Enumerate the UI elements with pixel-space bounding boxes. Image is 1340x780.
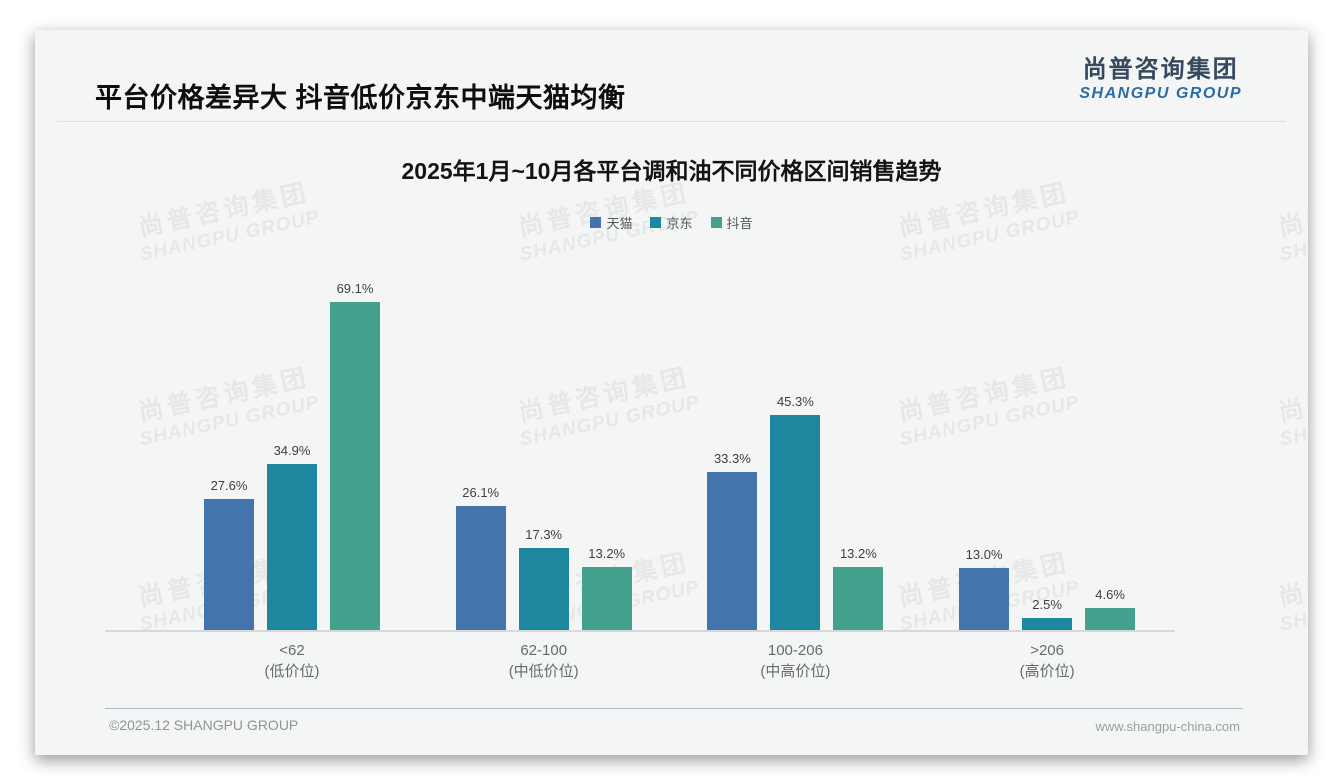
category-range: 62-100 bbox=[520, 642, 568, 659]
watermark-line1: 尚普咨询集团 bbox=[896, 178, 1073, 243]
bar-抖音-100-206: 13.2% bbox=[833, 546, 884, 630]
bar-value-label: 13.2% bbox=[839, 546, 877, 562]
category-label: 100-206 (中高价位) bbox=[760, 640, 830, 682]
company-logo: 尚普咨询集团 SHANGPU GROUP bbox=[1079, 56, 1242, 103]
bar-value-label: 26.1% bbox=[462, 485, 500, 500]
chart-title: 2025年1月~10月各平台调和油不同价格区间销售趋势 bbox=[401, 158, 942, 184]
bar-抖音->206: 4.6% bbox=[1085, 587, 1136, 630]
category-tier: (中高价位) bbox=[760, 663, 831, 680]
category-range: <62 bbox=[279, 642, 305, 659]
bar-value-label: 34.9% bbox=[273, 443, 311, 459]
category-range: 100-206 bbox=[767, 642, 823, 659]
legend-item-抖音: 抖音 bbox=[710, 213, 753, 232]
legend-swatch-icon bbox=[710, 217, 722, 228]
logo-chinese-text: 尚普咨询集团 bbox=[1082, 56, 1239, 83]
bar-天猫->206: 13.0% bbox=[959, 547, 1010, 630]
legend-swatch-icon bbox=[590, 217, 602, 228]
category-tier: (高价位) bbox=[1019, 663, 1075, 680]
category-range: >206 bbox=[1030, 642, 1064, 659]
legend-item-天猫: 天猫 bbox=[590, 213, 632, 232]
bar-value-label: 69.1% bbox=[336, 280, 374, 296]
bar-group->206: 13.0% 2.5% 4.6% >206 (高价位) bbox=[959, 547, 1136, 680]
bar-value-label: 27.6% bbox=[210, 477, 248, 493]
bar-group-<62: 27.6% 34.9% 69.1% <62 (低价位) bbox=[204, 281, 380, 680]
legend-label: 抖音 bbox=[726, 216, 753, 231]
watermark-line2: SHANGPU GROUP bbox=[1277, 577, 1308, 636]
bar-value-label: 4.6% bbox=[1095, 587, 1125, 603]
chart-legend: 天猫 京东 抖音 bbox=[35, 213, 1308, 232]
legend-label: 天猫 bbox=[606, 216, 633, 231]
bar-抖音-62-100: 13.2% bbox=[581, 546, 632, 630]
bar-京东-62-100: 17.3% bbox=[518, 527, 569, 630]
legend-label: 京东 bbox=[666, 216, 693, 231]
bar-value-label: 13.0% bbox=[965, 547, 1003, 563]
page-title: 平台价格差异大 抖音低价京东中端天猫均衡 bbox=[95, 83, 626, 113]
bar-value-label: 13.2% bbox=[588, 546, 626, 562]
watermark-line1: 尚普咨询集团 bbox=[1276, 363, 1308, 428]
watermark-line1: 尚普咨询集团 bbox=[136, 178, 313, 243]
watermark-line1: 尚普咨询集团 bbox=[1276, 178, 1308, 243]
bar-group-62-100: 26.1% 17.3% 13.2% 62-100 (中低价位) bbox=[455, 485, 632, 680]
footer-copyright: ©2025.12 SHANGPU GROUP bbox=[109, 717, 299, 733]
category-label: 62-100 (中低价位) bbox=[509, 640, 579, 682]
bar-京东-<62: 34.9% bbox=[267, 443, 317, 630]
title-divider bbox=[57, 121, 1286, 122]
chart-plot: 27.6% 34.9% 69.1% <62 (低价位) 26.1% 17.3% 13.2% 62… bbox=[105, 281, 1175, 680]
watermark-line2: SHANGPU GROUP bbox=[1277, 392, 1308, 451]
category-label: >206 (高价位) bbox=[1020, 640, 1075, 682]
logo-english-text: SHANGPU GROUP bbox=[1079, 85, 1242, 103]
bar-京东->206: 2.5% bbox=[1022, 597, 1073, 630]
bar-天猫-100-206: 33.3% bbox=[707, 451, 758, 630]
bar-value-label: 33.3% bbox=[713, 450, 751, 466]
bar-value-label: 2.5% bbox=[1032, 597, 1062, 613]
category-tier: (中低价位) bbox=[508, 663, 579, 680]
watermark-line1: 尚普咨询集团 bbox=[516, 178, 693, 243]
bar-京东-100-206: 45.3% bbox=[770, 394, 821, 630]
footer-website-link: www.shangpu-china.com bbox=[1095, 719, 1240, 734]
bar-天猫-<62: 27.6% bbox=[204, 478, 254, 630]
legend-item-京东: 京东 bbox=[650, 213, 693, 232]
bar-天猫-62-100: 26.1% bbox=[455, 485, 506, 630]
watermark-line1: 尚普咨询集团 bbox=[1276, 548, 1308, 613]
category-label: <62 (低价位) bbox=[265, 640, 320, 682]
bar-group-100-206: 33.3% 45.3% 13.2% 100-206 (中高价位) bbox=[707, 394, 884, 680]
bar-value-label: 17.3% bbox=[525, 526, 563, 542]
bar-value-label: 45.3% bbox=[776, 393, 814, 409]
footer-divider bbox=[105, 708, 1243, 709]
bar-抖音-<62: 69.1% bbox=[330, 281, 380, 630]
category-tier: (低价位) bbox=[264, 663, 320, 680]
legend-swatch-icon bbox=[650, 217, 662, 228]
slide-card: 尚普咨询集团 SHANGPU GROUP 尚普咨询集团 SHANGPU GROUP 尚普… bbox=[35, 30, 1308, 755]
